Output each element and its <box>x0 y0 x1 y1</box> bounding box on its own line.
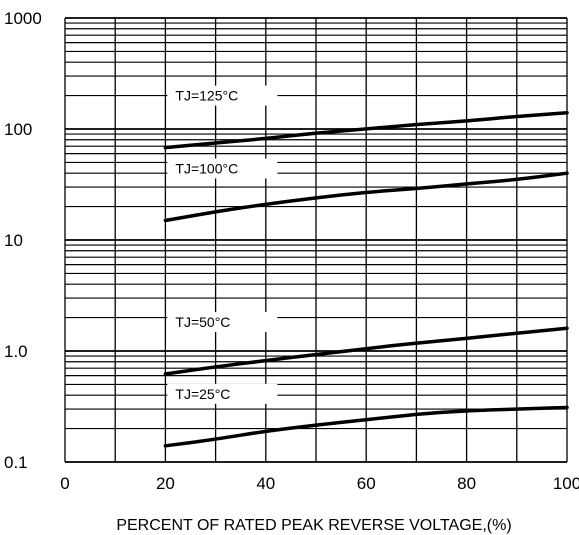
series-label-bg <box>167 158 278 179</box>
series-label: TJ=50°C <box>175 314 230 330</box>
tick-labels: 0 20 40 60 80 100 0.1 1.0 10 100 1000 <box>4 9 579 493</box>
grid <box>64 17 568 463</box>
series-label-bg <box>167 312 278 333</box>
curves <box>163 111 569 448</box>
series-line <box>163 405 569 448</box>
y-tick-label: 10 <box>4 231 23 250</box>
series-label-bg <box>167 383 278 404</box>
series-line <box>163 171 569 223</box>
x-tick-label: 80 <box>457 474 476 493</box>
y-tick-label: 1.0 <box>4 342 28 361</box>
x-tick-label: 0 <box>60 474 69 493</box>
x-tick-label: 100 <box>553 474 579 493</box>
series-line <box>163 326 569 376</box>
y-tick-label: 100 <box>4 120 32 139</box>
x-tick-label: 40 <box>256 474 275 493</box>
curve-labels: TJ=125°C TJ=100°C TJ=50°C TJ=25°C <box>167 85 278 404</box>
x-tick-label: 20 <box>156 474 175 493</box>
series-label: TJ=25°C <box>175 386 230 402</box>
series-label-bg <box>167 85 278 106</box>
series-label: TJ=100°C <box>175 160 238 176</box>
series-line <box>163 111 569 150</box>
x-tick-label: 60 <box>357 474 376 493</box>
series-label: TJ=125°C <box>175 88 238 104</box>
y-tick-label: 1000 <box>4 9 42 28</box>
x-axis-label: PERCENT OF RATED PEAK REVERSE VOLTAGE,(%… <box>116 517 511 534</box>
y-tick-label: 0.1 <box>4 453 28 472</box>
